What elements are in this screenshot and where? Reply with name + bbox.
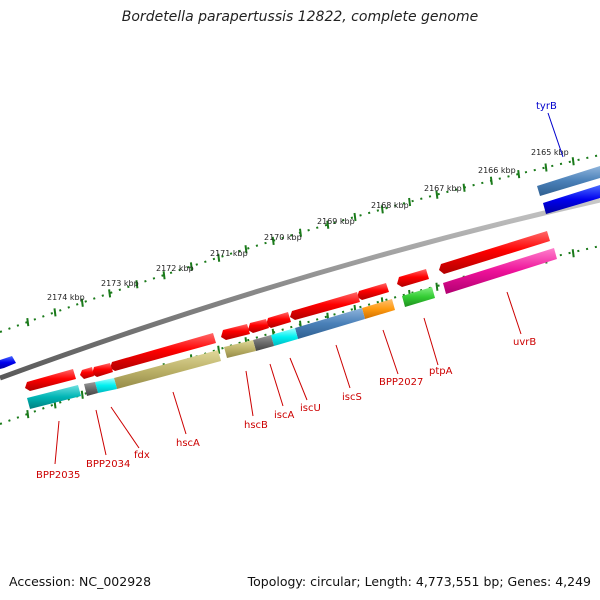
gene-hscB-fwd[interactable] <box>221 324 250 340</box>
major-tick <box>162 271 166 280</box>
gene-BPP2034-fwd[interactable] <box>80 367 94 379</box>
genome-title: Bordetella parapertussis 12822, complete… <box>121 9 479 25</box>
tick-label-2169: 2169 kbp <box>317 217 355 226</box>
gene-iscU-fwd[interactable] <box>266 312 291 328</box>
leader-ptpA <box>423 317 439 366</box>
label-iscU[interactable]: iscU <box>300 403 321 414</box>
tick-label-2171: 2171 kbp <box>210 249 248 258</box>
label-uvrB[interactable]: uvrB <box>513 337 536 348</box>
gene-uvrB-rev[interactable] <box>443 248 557 294</box>
tick-label-2166: 2166 kbp <box>478 166 516 175</box>
major-tick <box>217 253 221 262</box>
gene-tyrB-lower[interactable] <box>543 185 600 214</box>
major-tick <box>80 298 84 307</box>
leader-hscA <box>172 391 187 435</box>
leader-iscU <box>289 357 308 401</box>
major-tick <box>80 390 84 399</box>
major-tick <box>489 176 493 185</box>
major-tick <box>26 317 30 327</box>
major-tick <box>53 308 57 317</box>
major-tick <box>326 220 330 229</box>
major-tick <box>26 409 30 419</box>
gene-fdx-fwd[interactable] <box>92 363 113 377</box>
gene-BPP2027-fwd[interactable] <box>357 283 389 300</box>
gene-BPP2035-rev[interactable] <box>27 385 81 409</box>
gene-hscA-fwd[interactable] <box>110 333 216 371</box>
tick-label-2165: 2165 kbp <box>531 148 569 157</box>
label-BPP2034[interactable]: BPP2034 <box>86 459 130 470</box>
kbp-labels: 2165 kbp 2166 kbp 2167 kbp 2168 kbp 2169… <box>47 148 569 302</box>
gene-hscB-rev[interactable] <box>224 340 256 358</box>
gene-iscS-fwd[interactable] <box>290 292 360 320</box>
major-tick <box>380 205 384 214</box>
tick-label-2174: 2174 kbp <box>47 293 85 302</box>
leader-BPP2035 <box>54 420 60 465</box>
major-tick <box>517 169 521 179</box>
major-tick <box>353 212 357 222</box>
gene-BPP2035-fwd[interactable] <box>25 369 76 391</box>
major-tick <box>217 345 221 354</box>
major-tick <box>571 157 575 166</box>
label-iscA[interactable]: iscA <box>274 410 294 421</box>
major-tick <box>189 262 193 271</box>
gene-BPP2027-rev[interactable] <box>362 299 395 319</box>
gene-leader-lines <box>54 112 564 465</box>
tick-label-2170: 2170 kbp <box>264 233 302 242</box>
gene-iscU-rev[interactable] <box>271 328 298 346</box>
label-fdx[interactable]: fdx <box>134 450 150 461</box>
gene-labels: tyrB uvrB ptpA BPP2027 iscS iscU iscA hs… <box>36 101 557 481</box>
label-BPP2027[interactable]: BPP2027 <box>379 377 423 388</box>
gene-iscS-rev[interactable] <box>295 308 365 339</box>
label-BPP2035[interactable]: BPP2035 <box>36 470 80 481</box>
major-tick <box>408 197 412 207</box>
label-hscA[interactable]: hscA <box>176 438 200 449</box>
leader-iscA <box>269 363 284 407</box>
tick-label-2167: 2167 kbp <box>424 184 462 193</box>
major-tick <box>462 183 466 192</box>
topology-text: Topology: circular; Length: 4,773,551 bp… <box>247 574 591 589</box>
gene-uvrB-fwd[interactable] <box>439 231 550 274</box>
leader-fdx <box>110 406 140 449</box>
leader-BPP2034 <box>95 409 107 456</box>
label-hscB[interactable]: hscB <box>244 420 268 431</box>
gene-fdx-rev[interactable] <box>95 378 117 393</box>
label-iscS[interactable]: iscS <box>342 392 362 403</box>
major-tick <box>271 236 275 246</box>
tick-label-2168: 2168 kbp <box>371 201 409 210</box>
major-tick <box>571 249 575 258</box>
major-tick <box>244 245 248 254</box>
label-ptpA[interactable]: ptpA <box>429 366 453 377</box>
gene-iscA-rev[interactable] <box>253 335 274 351</box>
gene-tyrB-upper[interactable] <box>537 166 600 196</box>
gene-ptpA-fwd[interactable] <box>397 269 429 287</box>
gene-iscA-fwd[interactable] <box>248 319 269 333</box>
tick-label-2173: 2173 kbp <box>101 279 139 288</box>
major-tick <box>435 282 439 291</box>
leader-BPP2027 <box>382 329 399 375</box>
major-tick <box>135 280 139 289</box>
major-tick <box>108 289 112 298</box>
genome-backbone <box>0 197 600 381</box>
major-tick <box>299 228 302 237</box>
reverse-strand-genes <box>27 166 600 409</box>
leader-uvrB <box>506 291 522 335</box>
leader-iscS <box>335 344 351 389</box>
gene-ptpA-rev[interactable] <box>402 287 435 307</box>
accession-text: Accession: NC_002928 <box>9 574 152 589</box>
gene-left-edge-fwd[interactable] <box>0 356 16 369</box>
forward-strand-genes <box>0 231 550 391</box>
outer-major-ticks <box>26 157 575 327</box>
leader-hscB <box>245 370 254 417</box>
major-tick <box>544 163 548 172</box>
label-tyrB[interactable]: tyrB <box>536 101 557 112</box>
gene-BPP2034-rev[interactable] <box>84 382 98 396</box>
leader-tyrB <box>547 112 564 158</box>
tick-label-2172: 2172 kbp <box>156 264 194 273</box>
gene-hscA-rev[interactable] <box>114 350 221 389</box>
major-tick <box>435 190 439 199</box>
